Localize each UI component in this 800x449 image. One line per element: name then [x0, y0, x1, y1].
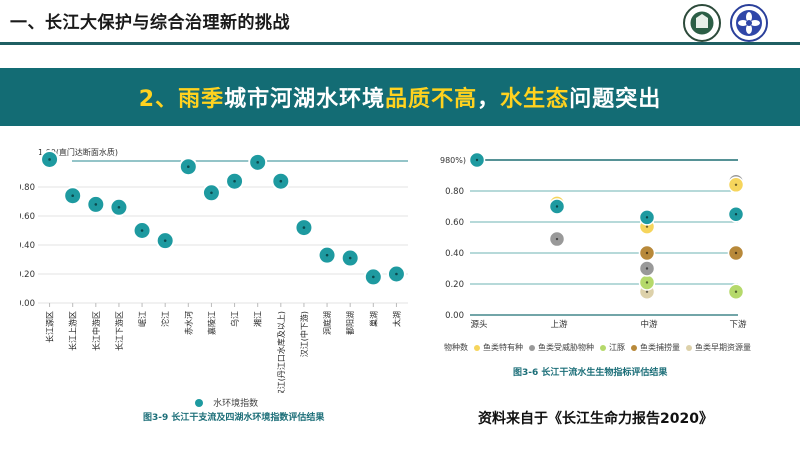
legend-marker — [686, 344, 692, 351]
society-emblem-icon — [730, 4, 768, 42]
x-tick-label: 湘江 — [253, 311, 263, 327]
legend-marker — [195, 398, 203, 407]
data-point-center — [734, 183, 738, 186]
x-tick-label: 汉江(丹江口水库及以上) — [276, 311, 286, 393]
legend-label: 鱼类早期资源量 — [695, 343, 751, 352]
legend-marker — [529, 344, 535, 351]
y-tick-label: 0.80 — [445, 187, 464, 197]
data-point-center — [117, 206, 121, 209]
x-tick-label: 汉江(中下游) — [299, 311, 309, 357]
legend-label: 物种数 — [444, 343, 468, 352]
right-chart-legend: 物种数 鱼类特有种 鱼类受威胁物种 江豚 鱼类捕捞量 鱼类早期资源量 — [444, 337, 757, 356]
data-point-center — [645, 216, 649, 219]
x-tick-label: 沱江 — [160, 311, 170, 327]
x-tick-label: 太湖 — [391, 311, 401, 327]
x-tick-label: 长江下游区 — [114, 311, 124, 351]
y-tick-label: 0.20 — [20, 270, 35, 280]
y-axis-top-label: 1.00(直门达断面水质) — [38, 147, 118, 157]
legend-label: 鱼类捕捞量 — [640, 343, 680, 352]
source-note: 资料来自于《长江生命力报告2020》 — [478, 411, 713, 427]
data-point-center — [734, 213, 738, 216]
legend-marker — [631, 344, 637, 351]
headline-part: 2、 — [138, 87, 179, 112]
y-axis-top-label: 980%) — [440, 156, 466, 165]
legend-label: 鱼类特有种 — [483, 343, 523, 352]
data-point-center — [645, 290, 649, 293]
y-tick-label: 0.60 — [445, 218, 464, 228]
data-point-center — [279, 179, 283, 183]
legend-marker — [474, 344, 480, 351]
data-point-center — [395, 272, 398, 276]
x-tick-label: 下游 — [729, 319, 747, 330]
data-point-center — [256, 161, 259, 164]
y-tick-label: 0.20 — [445, 280, 464, 290]
data-point-center — [645, 281, 649, 284]
x-tick-label: 巢湖 — [368, 311, 378, 327]
data-point-center — [645, 225, 649, 228]
y-tick-label: 0.60 — [20, 212, 35, 222]
data-point-center — [187, 165, 190, 168]
left-chart-legend: 水环境指数 — [195, 392, 258, 411]
x-tick-label: 乌江 — [230, 311, 240, 327]
headline-banner: 2、雨季城市河湖水环境品质不高，水生态问题突出 — [0, 68, 800, 126]
data-point-center — [71, 194, 74, 197]
y-tick-label: 0.40 — [445, 249, 464, 259]
data-point-center — [140, 229, 144, 232]
headline-part: 品质不高 — [385, 87, 478, 112]
legend-label: 鱼类受威胁物种 — [538, 343, 594, 352]
left-chart-caption: 图3-9 长江干支流及四湖水环境指数评估结果 — [143, 413, 325, 423]
legend-marker — [600, 344, 606, 351]
x-tick-label: 长江中游区 — [91, 311, 101, 351]
y-tick-label: 0.00 — [20, 299, 35, 309]
slide-title: 一、长江大保护与综合治理新的挑战 — [10, 13, 290, 33]
headline-part: 水生态 — [500, 87, 570, 112]
x-tick-label: 鄱阳湖 — [346, 311, 355, 335]
y-tick-label: 0.00 — [445, 311, 464, 321]
data-point-center — [94, 203, 98, 206]
data-point-center — [48, 158, 51, 161]
x-tick-label: 上游 — [550, 319, 568, 330]
data-point-center — [555, 237, 559, 241]
x-tick-label: 洞庭湖 — [322, 311, 332, 335]
university-seal-icon — [683, 4, 721, 42]
y-tick-label: 0.40 — [20, 241, 35, 251]
headline-part: 问题突出 — [569, 87, 662, 112]
water-environment-index-chart: 1.00(直门达断面水质) 0.00 0.20 0.40 0.60 0.80 长江源区 长江上… — [20, 147, 408, 393]
title-divider — [0, 42, 800, 45]
data-point-center — [555, 205, 559, 208]
data-point-center — [734, 290, 738, 293]
x-tick-label: 源头 — [470, 319, 488, 330]
data-point-center — [210, 191, 213, 195]
data-point-center — [302, 226, 306, 229]
data-point-center — [734, 251, 738, 255]
x-tick-label: 长江上游区 — [68, 311, 78, 351]
data-point-center — [475, 158, 479, 162]
headline-part: ， — [477, 87, 501, 112]
aquatic-life-index-chart: 980%) 0.00 0.20 0.40 0.60 0.80 源头 上游 中游 下游 — [440, 151, 747, 330]
x-tick-label: 嘉陵江 — [206, 311, 216, 335]
data-point-center — [348, 256, 352, 260]
headline-part: 雨季 — [178, 87, 225, 112]
headline-part: 城市河湖水环境 — [224, 87, 386, 112]
right-chart-caption: 图3-6 长江干流水生生物指标评估结果 — [513, 368, 668, 378]
data-point-center — [325, 253, 329, 257]
headline-text: 2、雨季城市河湖水环境品质不高，水生态问题突出 — [139, 81, 661, 113]
data-point-center — [645, 267, 649, 270]
x-tick-label: 中游 — [640, 319, 658, 330]
data-point-center — [372, 275, 375, 279]
data-point-center — [233, 179, 236, 183]
y-tick-label: 0.80 — [20, 183, 35, 193]
data-point-center — [163, 239, 167, 242]
x-tick-label: 岷江 — [138, 311, 147, 327]
x-tick-label: 长江源区 — [45, 311, 55, 343]
legend-label: 水环境指数 — [213, 399, 259, 409]
x-tick-label: 赤水河 — [183, 311, 193, 335]
data-point-center — [645, 251, 649, 255]
legend-label: 江豚 — [609, 343, 625, 352]
